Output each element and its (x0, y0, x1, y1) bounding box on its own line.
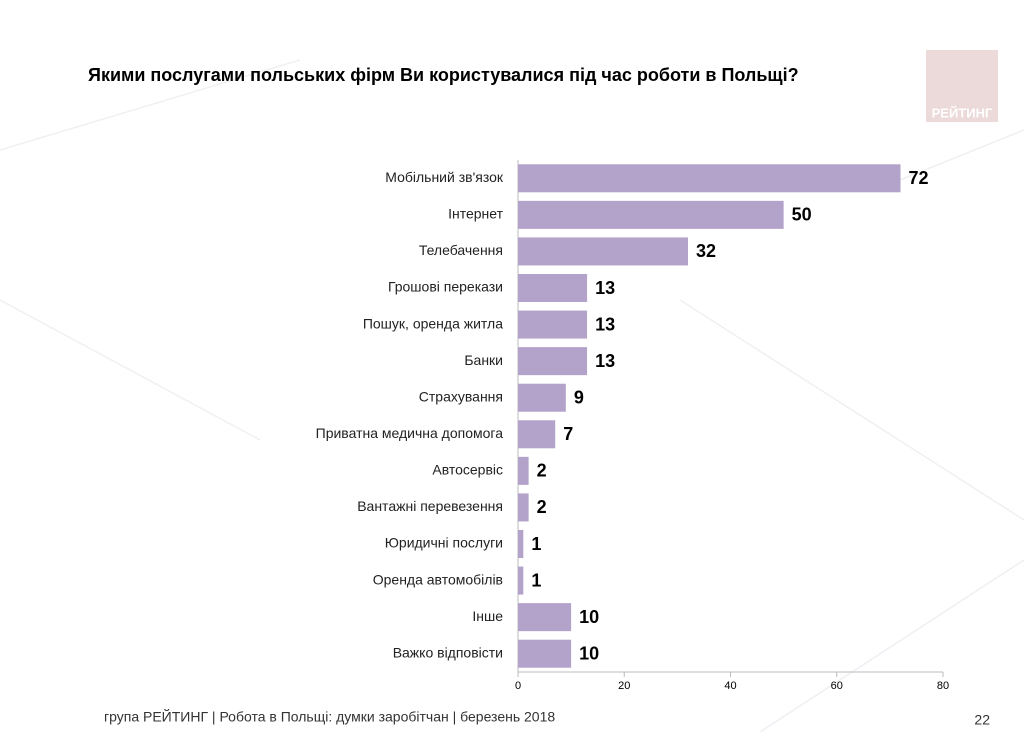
y-tick-label: Оренда автомобілів (373, 571, 503, 587)
value-label: 9 (574, 387, 584, 407)
bar (518, 383, 566, 412)
y-tick-label: Пошук, оренда житла (363, 315, 503, 331)
logo-text: РЕЙТИНГ (932, 105, 993, 120)
y-tick-label: Інтернет (448, 206, 504, 222)
value-label: 50 (792, 205, 812, 225)
y-tick-label: Інше (472, 608, 503, 624)
bar (518, 274, 588, 302)
y-tick-label: Юридичні послуги (385, 535, 503, 551)
bar (518, 347, 588, 376)
bar (518, 603, 572, 632)
bar (518, 493, 529, 522)
bar (518, 420, 556, 449)
y-tick-label: Вантажні перевезення (357, 498, 503, 514)
y-tick-label: Телебачення (419, 242, 503, 258)
value-label: 2 (537, 497, 547, 517)
background-lines (0, 59, 1024, 732)
value-label: 32 (696, 241, 716, 261)
bar (518, 530, 524, 558)
y-tick-label: Важко відповісти (393, 644, 503, 660)
y-tick-label: Мобільний зв'язок (385, 169, 504, 185)
bar (518, 164, 901, 193)
bar (518, 566, 524, 595)
x-tick-label: 0 (515, 680, 521, 692)
x-tick-label: 40 (724, 680, 736, 692)
y-tick-label: Банки (464, 352, 503, 368)
logo-box (926, 50, 998, 122)
x-tick-label: 80 (937, 680, 949, 692)
x-tick-label: 20 (618, 680, 630, 692)
value-label: 1 (531, 570, 541, 590)
y-tick-label: Грошові перекази (388, 279, 503, 295)
chart-title: Якими послугами польських фірм Ви корист… (88, 65, 799, 85)
value-label: 13 (595, 351, 615, 371)
value-label: 7 (563, 424, 573, 444)
bar (518, 310, 588, 339)
bar (518, 456, 529, 485)
bar (518, 237, 688, 266)
bar (518, 200, 784, 229)
value-label: 10 (579, 643, 599, 663)
footer: група РЕЙТИНГ | Робота в Польщі: думки з… (104, 708, 555, 725)
value-label: 13 (595, 278, 615, 298)
page-number: 22 (974, 712, 990, 728)
y-tick-label: Страхування (419, 388, 503, 404)
value-label: 10 (579, 607, 599, 627)
value-label: 1 (531, 534, 541, 554)
value-label: 2 (537, 461, 547, 481)
value-label: 13 (595, 314, 615, 334)
bar (518, 639, 572, 668)
x-tick-label: 60 (831, 680, 843, 692)
value-label: 72 (909, 168, 929, 188)
y-tick-label: Приватна медична допомога (316, 425, 504, 441)
y-tick-label: Автосервіс (432, 462, 503, 478)
